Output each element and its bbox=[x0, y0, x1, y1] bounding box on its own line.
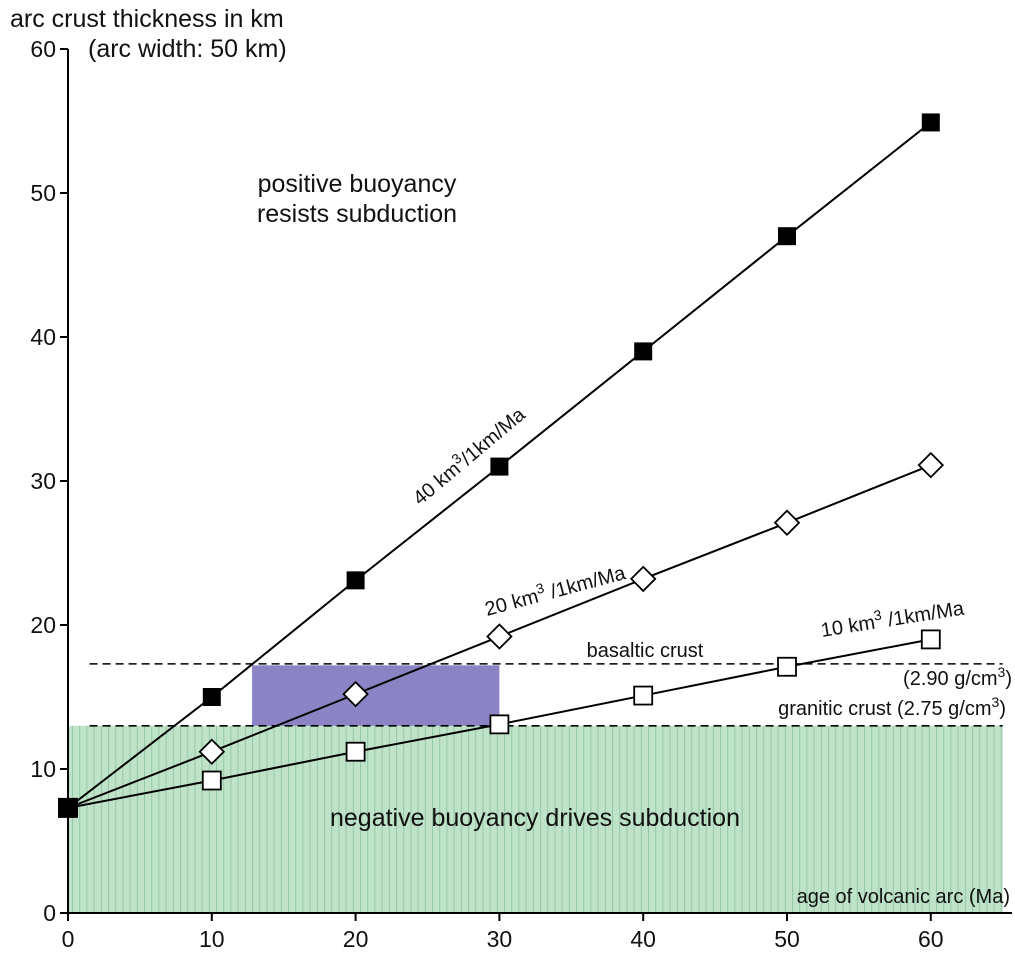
data-point bbox=[198, 738, 226, 765]
basaltic-density-sup: 3 bbox=[998, 664, 1006, 680]
region-transition bbox=[252, 665, 500, 726]
y-tick-label: 50 bbox=[30, 180, 56, 206]
data-point bbox=[773, 509, 801, 537]
series-20-sup: 3 bbox=[534, 580, 546, 598]
series-10-prefix: 10 km bbox=[819, 612, 876, 642]
data-point bbox=[346, 571, 365, 590]
data-point bbox=[917, 451, 945, 479]
positive-buoyancy-label-1: positive buoyancy bbox=[258, 170, 457, 198]
granitic-label-suffix: ) bbox=[999, 698, 1006, 720]
granitic-label-prefix: granitic crust (2.75 g/cm bbox=[778, 698, 991, 720]
basaltic-density-suffix: ) bbox=[1005, 668, 1012, 690]
markers-layer bbox=[58, 113, 945, 818]
data-point bbox=[633, 685, 654, 706]
data-point bbox=[490, 457, 509, 476]
basaltic-crust-label: basaltic crust bbox=[587, 640, 704, 662]
data-point bbox=[345, 741, 366, 762]
x-tick-label: 30 bbox=[487, 926, 513, 952]
x-tick-label: 50 bbox=[774, 926, 800, 952]
series-20-prefix: 20 km bbox=[483, 585, 541, 620]
data-point bbox=[629, 565, 657, 593]
data-point bbox=[202, 688, 221, 706]
chart-title: arc crust thickness in km bbox=[10, 5, 284, 33]
y-tick-label: 40 bbox=[30, 324, 56, 350]
positive-buoyancy-label-2: resists subduction bbox=[257, 200, 457, 228]
series-20-suffix: /1km/Ma bbox=[543, 562, 629, 605]
reference-lines-layer bbox=[89, 663, 1003, 727]
region-negative bbox=[68, 725, 1003, 913]
series-10-suffix: /1km/Ma bbox=[881, 597, 967, 632]
data-point bbox=[201, 770, 222, 791]
data-point bbox=[778, 227, 796, 246]
data-point bbox=[634, 342, 653, 361]
data-point bbox=[342, 680, 369, 708]
y-tick-label: 20 bbox=[30, 612, 56, 638]
regions-layer bbox=[68, 665, 1003, 913]
data-point-origin bbox=[58, 797, 78, 818]
basaltic-density-prefix: (2.90 g/cm bbox=[903, 668, 997, 690]
axes-layer: 0 10 20 30 40 50 60 0 10 20 30 40 50 60 bbox=[30, 36, 1012, 952]
x-tick-label: 20 bbox=[343, 926, 369, 952]
granitic-crust-label: granitic crust (2.75 g/cm3) bbox=[778, 694, 1006, 720]
data-point bbox=[920, 629, 941, 650]
x-tick-label: 0 bbox=[62, 926, 75, 952]
series-label-40: 40 km3/1km/Ma bbox=[407, 400, 531, 510]
x-tick-label: 60 bbox=[918, 926, 944, 952]
y-tick-label: 60 bbox=[30, 36, 56, 62]
x-tick-label: 40 bbox=[630, 926, 656, 952]
y-tick-label: 30 bbox=[30, 468, 56, 494]
granitic-label-sup: 3 bbox=[992, 694, 1000, 710]
series-10-sup: 3 bbox=[873, 606, 883, 623]
data-point bbox=[489, 714, 510, 735]
x-tick-label: 10 bbox=[199, 926, 225, 952]
y-tick-label: 0 bbox=[43, 900, 56, 926]
series-label-10: 10 km3 /1km/Ma bbox=[819, 594, 967, 642]
basaltic-density-label: (2.90 g/cm3) bbox=[903, 664, 1012, 690]
y-tick-label: 10 bbox=[30, 756, 56, 782]
data-point bbox=[921, 113, 940, 132]
data-point bbox=[777, 656, 797, 677]
chart-subtitle: (arc width: 50 km) bbox=[88, 35, 287, 63]
x-axis-label: age of volcanic arc (Ma) bbox=[797, 886, 1010, 908]
series-label-20: 20 km3 /1km/Ma bbox=[482, 558, 629, 621]
data-point bbox=[486, 623, 513, 650]
negative-buoyancy-label: negative buoyancy drives subduction bbox=[330, 804, 740, 832]
